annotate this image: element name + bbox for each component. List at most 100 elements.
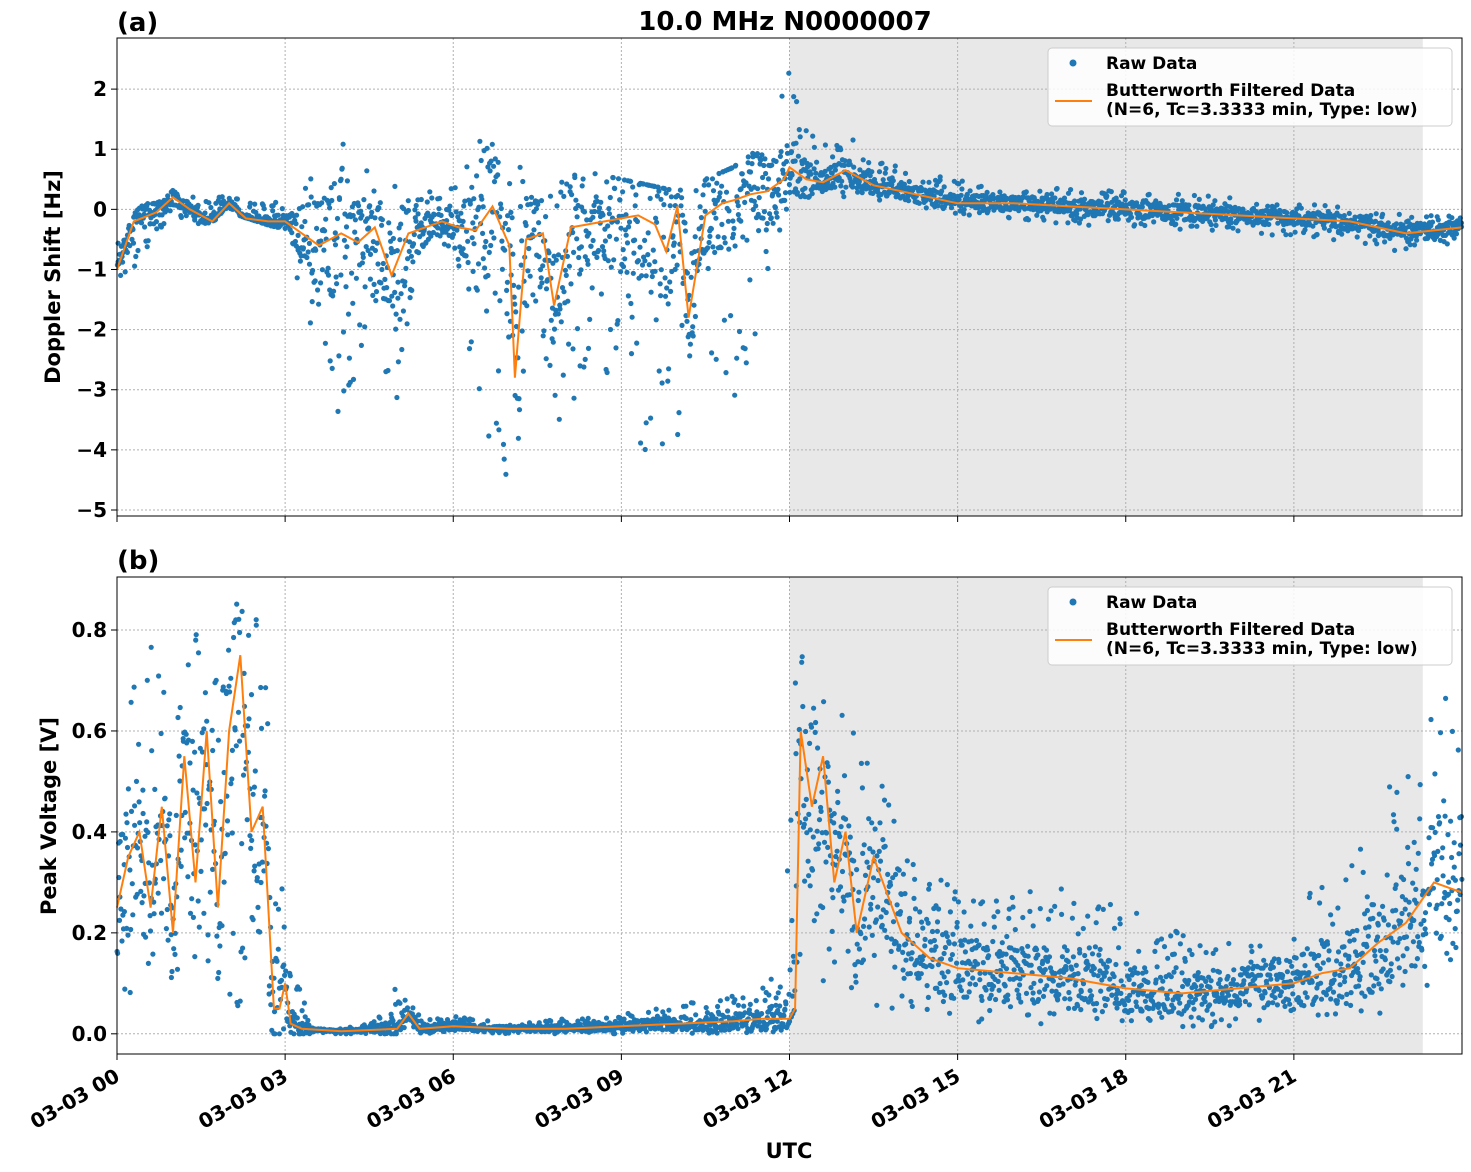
raw-point-b (1272, 995, 1278, 1001)
raw-point-a (648, 289, 654, 295)
raw-point-b (266, 983, 272, 989)
raw-point-b (281, 962, 287, 968)
raw-point-b (122, 986, 128, 992)
raw-point-b (852, 973, 859, 979)
raw-point-a (607, 326, 614, 333)
raw-point-a (635, 258, 642, 264)
raw-point-b (1069, 915, 1075, 921)
raw-point-a (571, 249, 577, 255)
raw-point-b (1118, 990, 1124, 997)
raw-point-a (615, 176, 622, 182)
raw-point-b (946, 940, 952, 946)
raw-point-b (987, 1007, 993, 1014)
raw-point-b (907, 970, 914, 977)
raw-point-a (1121, 189, 1127, 196)
raw-point-a (957, 208, 963, 214)
raw-point-a (677, 187, 684, 193)
raw-point-b (683, 1015, 689, 1022)
raw-point-a (1235, 228, 1241, 234)
y-ticks-a: 210−1−2−3−4−5 (76, 77, 117, 522)
raw-point-b (1106, 958, 1113, 964)
raw-point-b (294, 1015, 300, 1021)
raw-point-a (474, 173, 480, 179)
raw-point-a (596, 205, 603, 211)
raw-point-a (1078, 216, 1084, 222)
raw-point-a (563, 272, 569, 278)
raw-point-b (1048, 908, 1054, 914)
raw-point-a (553, 257, 559, 263)
raw-point-b (259, 859, 265, 865)
raw-point-a (923, 205, 929, 211)
raw-point-a (392, 183, 398, 189)
raw-point-b (127, 867, 133, 873)
raw-point-a (645, 230, 651, 236)
raw-point-a (394, 394, 400, 401)
raw-point-a (453, 209, 459, 215)
raw-point-a (782, 197, 788, 203)
raw-point-b (1152, 948, 1158, 955)
raw-point-a (533, 206, 540, 212)
raw-point-b (1014, 948, 1020, 954)
raw-point-b (603, 1015, 610, 1021)
raw-point-b (1164, 996, 1170, 1002)
raw-point-b (1247, 981, 1253, 988)
raw-point-b (1128, 1018, 1134, 1024)
raw-point-b (1075, 1003, 1081, 1009)
raw-point-a (362, 324, 368, 330)
raw-point-a (482, 244, 488, 250)
raw-point-a (519, 328, 525, 334)
raw-point-a (653, 317, 659, 323)
raw-point-a (850, 184, 856, 190)
raw-point-b (1086, 945, 1092, 951)
raw-point-a (765, 265, 771, 272)
raw-point-a (961, 211, 967, 217)
raw-point-a (145, 201, 151, 207)
raw-point-a (698, 215, 705, 221)
raw-point-b (122, 835, 128, 841)
raw-point-b (1218, 1017, 1224, 1023)
raw-point-a (730, 218, 736, 224)
raw-point-a (399, 346, 405, 353)
raw-point-b (210, 866, 216, 873)
raw-point-a (299, 224, 305, 230)
raw-point-a (799, 161, 805, 167)
raw-point-b (1117, 921, 1123, 927)
raw-point-b (1044, 983, 1050, 989)
raw-point-b (1097, 946, 1103, 953)
raw-point-b (1270, 1000, 1276, 1006)
raw-point-a (495, 159, 501, 165)
raw-point-b (1193, 984, 1199, 990)
raw-point-a (906, 198, 912, 204)
raw-point-a (398, 221, 404, 227)
raw-point-b (839, 908, 845, 914)
raw-point-a (697, 204, 703, 210)
raw-point-a (1302, 227, 1308, 233)
raw-point-b (823, 859, 829, 865)
raw-point-b (617, 1015, 623, 1021)
raw-point-a (504, 287, 510, 293)
raw-point-b (724, 996, 730, 1002)
raw-point-a (1287, 232, 1294, 238)
raw-point-a (528, 201, 534, 207)
raw-point-b (991, 924, 998, 930)
raw-point-a (362, 284, 368, 290)
raw-point-b (1274, 1002, 1280, 1008)
raw-point-a (497, 298, 503, 304)
raw-point-a (693, 188, 699, 194)
raw-point-a (665, 301, 671, 307)
raw-point-b (948, 956, 954, 962)
raw-point-b (250, 791, 256, 797)
raw-point-a (361, 197, 367, 203)
raw-point-a (652, 259, 658, 265)
raw-point-b (125, 786, 131, 792)
raw-point-a (329, 365, 335, 371)
raw-point-a (505, 227, 512, 233)
raw-point-a (632, 203, 638, 209)
raw-point-a (492, 290, 498, 296)
raw-point-a (469, 184, 475, 190)
raw-point-b (1011, 967, 1017, 973)
raw-point-b (762, 997, 768, 1004)
raw-point-b (1289, 963, 1295, 969)
raw-point-b (856, 889, 862, 895)
raw-point-b (841, 898, 847, 904)
